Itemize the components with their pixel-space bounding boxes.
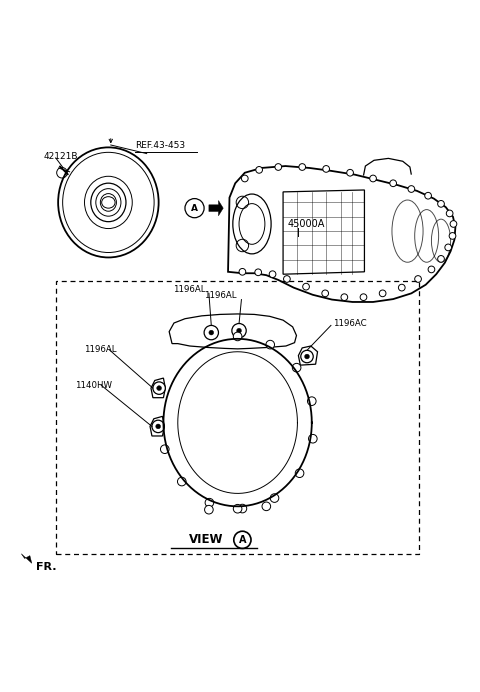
- Text: A: A: [191, 203, 198, 212]
- Circle shape: [241, 175, 248, 182]
- Text: REF.43-453: REF.43-453: [135, 141, 185, 150]
- Circle shape: [438, 255, 444, 262]
- Circle shape: [408, 185, 415, 192]
- Circle shape: [292, 363, 301, 372]
- Circle shape: [157, 385, 161, 390]
- Circle shape: [449, 233, 456, 239]
- Circle shape: [238, 504, 247, 513]
- Text: 1196AL: 1196AL: [173, 285, 205, 294]
- Ellipse shape: [102, 197, 115, 208]
- Circle shape: [438, 201, 444, 207]
- Circle shape: [284, 275, 290, 282]
- Circle shape: [209, 330, 214, 335]
- Text: 45000A: 45000A: [288, 219, 325, 229]
- Circle shape: [204, 325, 218, 340]
- Text: 42121B: 42121B: [44, 152, 78, 161]
- Circle shape: [445, 244, 452, 251]
- Circle shape: [156, 424, 160, 429]
- Circle shape: [266, 340, 275, 349]
- Text: 1196AL: 1196AL: [84, 345, 117, 354]
- Circle shape: [153, 382, 165, 394]
- Circle shape: [415, 275, 421, 282]
- Circle shape: [379, 290, 386, 297]
- Circle shape: [232, 323, 246, 338]
- Circle shape: [270, 494, 279, 502]
- Circle shape: [205, 498, 214, 507]
- Circle shape: [303, 283, 310, 290]
- Circle shape: [256, 167, 263, 173]
- Circle shape: [390, 180, 396, 187]
- Text: 1140HW: 1140HW: [75, 381, 112, 390]
- Circle shape: [152, 420, 164, 432]
- Circle shape: [295, 469, 304, 477]
- Text: 1196AC: 1196AC: [333, 318, 367, 327]
- Circle shape: [450, 221, 457, 227]
- Circle shape: [323, 165, 329, 172]
- Circle shape: [262, 502, 271, 511]
- Circle shape: [275, 163, 282, 170]
- Circle shape: [255, 269, 262, 275]
- Circle shape: [305, 354, 310, 359]
- Text: 1196AL: 1196AL: [204, 291, 237, 300]
- Circle shape: [233, 332, 242, 340]
- Circle shape: [269, 271, 276, 277]
- Circle shape: [299, 163, 306, 170]
- Text: FR.: FR.: [36, 562, 56, 572]
- Circle shape: [308, 397, 316, 406]
- Circle shape: [322, 290, 328, 297]
- Circle shape: [239, 268, 246, 275]
- Circle shape: [160, 445, 169, 453]
- Circle shape: [237, 328, 241, 333]
- Circle shape: [360, 294, 367, 300]
- Circle shape: [370, 175, 376, 182]
- Circle shape: [428, 266, 435, 273]
- Circle shape: [204, 505, 213, 514]
- Circle shape: [309, 435, 317, 443]
- Text: VIEW: VIEW: [189, 534, 224, 547]
- Circle shape: [233, 504, 242, 513]
- Circle shape: [347, 170, 353, 176]
- Circle shape: [178, 477, 186, 486]
- Circle shape: [301, 350, 313, 363]
- Polygon shape: [209, 201, 223, 216]
- Circle shape: [446, 210, 453, 217]
- Circle shape: [398, 284, 405, 291]
- Circle shape: [341, 294, 348, 300]
- Polygon shape: [21, 554, 32, 563]
- Text: A: A: [239, 535, 246, 545]
- Circle shape: [425, 192, 432, 199]
